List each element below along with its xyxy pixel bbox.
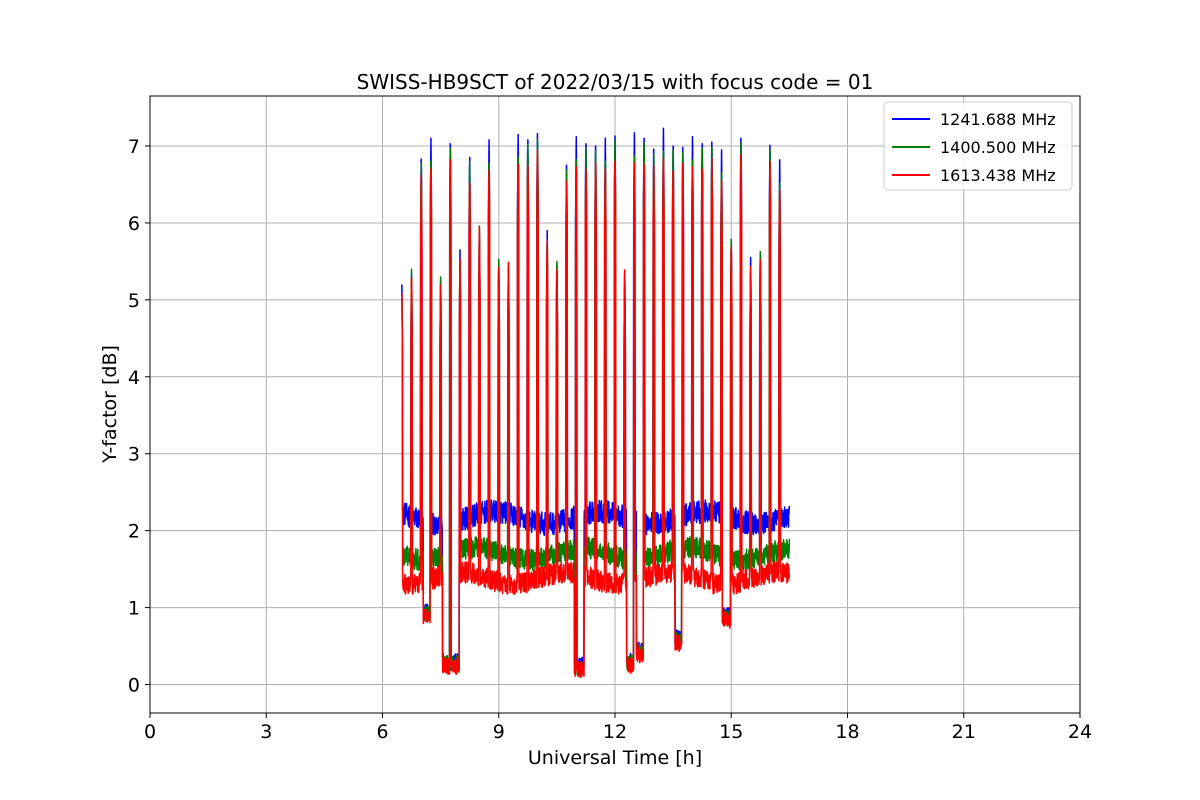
y-tick-label: 2 bbox=[128, 521, 140, 543]
legend-entry: 1613.438 MHz bbox=[940, 166, 1056, 185]
series-line-2 bbox=[401, 149, 791, 679]
x-tick-label: 6 bbox=[376, 721, 388, 743]
legend-entry: 1400.500 MHz bbox=[940, 138, 1056, 157]
x-tick-label: 3 bbox=[260, 721, 272, 743]
y-tick-label: 0 bbox=[128, 675, 140, 697]
x-tick-label: 18 bbox=[835, 721, 859, 743]
y-axis-label: Y-factor [dB] bbox=[99, 345, 121, 464]
legend-entry: 1241.688 MHz bbox=[940, 110, 1056, 129]
y-tick-label: 7 bbox=[128, 136, 140, 158]
x-tick-label: 9 bbox=[493, 721, 505, 743]
x-tick-label: 12 bbox=[603, 721, 627, 743]
chart-title: SWISS-HB9SCT of 2022/03/15 with focus co… bbox=[357, 70, 874, 94]
series-layer bbox=[401, 127, 791, 679]
x-tick-label: 0 bbox=[144, 721, 156, 743]
y-tick-label: 5 bbox=[128, 290, 140, 312]
series-line-0 bbox=[401, 127, 790, 674]
y-tick-label: 4 bbox=[128, 367, 140, 389]
y-tick-label: 1 bbox=[128, 598, 140, 620]
legend-box bbox=[883, 101, 1073, 191]
y-tick-label: 3 bbox=[128, 444, 140, 466]
y-tick-label: 6 bbox=[128, 213, 140, 235]
x-tick-label: 24 bbox=[1068, 721, 1092, 743]
x-axis-label: Universal Time [h] bbox=[528, 747, 702, 769]
legend: 1241.688 MHz 1400.500 MHz 1613.438 MHz bbox=[883, 101, 1073, 191]
x-tick-label: 15 bbox=[719, 721, 743, 743]
x-tick-label: 21 bbox=[952, 721, 976, 743]
